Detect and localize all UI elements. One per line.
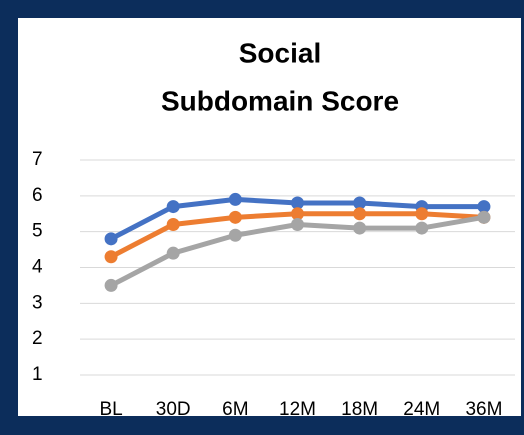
y-tick-label: 5 [32,221,43,242]
data-point [353,221,367,235]
chart-title: Social [239,37,321,68]
y-tick-label: 6 [32,185,43,206]
x-tick-label: BL [99,399,122,420]
chart-title: Subdomain Score [161,85,399,116]
data-point [415,207,429,221]
data-point [104,250,118,264]
x-tick-label: 6M [222,399,248,420]
y-tick-label: 4 [32,257,43,278]
data-point [228,192,242,206]
data-point [477,210,491,224]
data-point [291,207,304,221]
data-point [291,218,304,231]
x-tick-label: 24M [403,399,440,420]
data-point [166,200,180,214]
data-point [477,200,491,214]
y-tick-label: 7 [32,149,43,170]
y-tick-label: 1 [32,364,43,385]
y-tick-label: 2 [32,328,43,349]
data-point [228,210,242,224]
x-tick-label: 18M [341,399,378,420]
y-tick-label: 3 [32,292,43,313]
data-point [353,196,367,210]
x-tick-label: 30D [156,399,191,420]
data-point [291,196,304,210]
data-point [104,232,118,246]
x-tick-label: 12M [279,399,316,420]
data-point [104,278,118,292]
data-point [166,246,180,260]
data-point [166,218,180,231]
x-tick-label: 36M [465,399,502,420]
data-point [415,221,429,235]
data-point [353,207,367,221]
data-point [228,228,242,242]
